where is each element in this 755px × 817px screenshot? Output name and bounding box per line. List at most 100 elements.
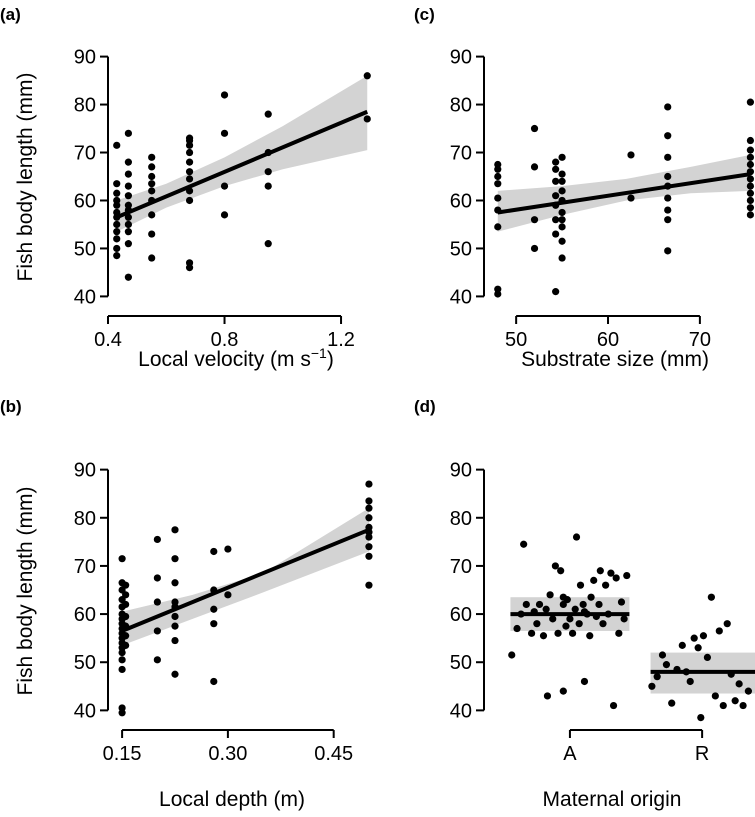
data-point — [612, 574, 620, 582]
data-point — [124, 213, 132, 221]
data-point — [746, 175, 755, 183]
data-point — [508, 651, 516, 659]
data-point — [365, 504, 373, 512]
data-point — [746, 211, 755, 219]
y-tick-label: 40 — [74, 286, 96, 308]
data-point — [185, 158, 194, 166]
data-point — [113, 196, 121, 205]
data-point — [552, 216, 560, 224]
data-point — [746, 204, 755, 212]
data-point — [719, 701, 727, 710]
data-point — [557, 567, 565, 575]
data-point — [113, 244, 121, 253]
data-point — [746, 182, 755, 190]
data-point — [552, 288, 560, 296]
panel-tag: (d) — [414, 397, 436, 416]
data-point — [118, 704, 126, 712]
data-point — [171, 526, 179, 534]
data-point — [153, 656, 161, 664]
data-point — [568, 629, 577, 637]
data-point — [148, 180, 156, 188]
data-point — [365, 581, 373, 589]
x-tick-label: 0.45 — [314, 743, 353, 765]
x-tick-label: A — [563, 743, 577, 765]
data-point — [171, 579, 179, 587]
data-point — [579, 600, 587, 609]
data-point — [122, 591, 130, 599]
data-point — [699, 632, 708, 640]
y-tick-label: 60 — [74, 190, 96, 212]
data-point — [185, 196, 194, 205]
data-point — [627, 151, 635, 159]
data-point — [365, 480, 373, 488]
data-point — [587, 593, 595, 601]
data-point — [653, 673, 661, 681]
y-tick-label: 40 — [450, 700, 472, 722]
confidence-band — [122, 508, 369, 646]
data-point — [124, 192, 132, 200]
data-point — [711, 692, 719, 700]
data-point — [530, 163, 539, 171]
data-point — [148, 211, 156, 219]
data-point — [562, 622, 570, 630]
data-point — [542, 605, 550, 613]
data-point — [513, 624, 521, 633]
data-point — [658, 651, 667, 659]
y-tick-label: 60 — [450, 604, 472, 626]
data-point — [210, 605, 218, 613]
data-point — [153, 535, 161, 544]
data-point — [148, 153, 156, 161]
data-point — [494, 172, 502, 181]
y-tick-label: 80 — [74, 508, 96, 530]
data-point — [615, 629, 623, 637]
data-point — [185, 259, 194, 267]
x-tick-label: 1.2 — [327, 329, 355, 351]
data-point — [122, 600, 130, 609]
data-point — [363, 115, 371, 123]
data-point — [559, 593, 567, 601]
x-tick-label: 60 — [597, 329, 619, 351]
data-point — [148, 187, 156, 195]
data-point — [558, 177, 566, 185]
data-point — [365, 552, 373, 560]
data-point — [620, 615, 628, 623]
data-point — [558, 216, 566, 224]
data-point — [530, 124, 539, 133]
data-point — [185, 148, 194, 157]
data-point — [124, 158, 132, 166]
data-point — [365, 514, 373, 522]
data-point — [148, 163, 156, 171]
x-tick-label: R — [695, 743, 709, 765]
y-tick-label: 80 — [74, 95, 96, 117]
data-point — [153, 627, 161, 635]
data-point — [609, 701, 618, 710]
data-point — [602, 581, 610, 589]
data-point — [662, 661, 671, 669]
data-point — [746, 136, 755, 145]
data-point — [365, 543, 373, 551]
y-tick-label: 50 — [74, 238, 96, 260]
data-point — [264, 182, 272, 190]
data-point — [122, 612, 130, 621]
y-tick-label: 70 — [450, 143, 472, 165]
data-point — [148, 254, 156, 262]
data-point — [596, 567, 604, 575]
data-point — [124, 220, 132, 229]
fit-line — [121, 527, 370, 633]
data-point — [220, 129, 229, 137]
x-axis-title: Local depth (m) — [159, 788, 305, 811]
data-point — [617, 598, 626, 606]
data-point — [210, 547, 218, 556]
data-point — [558, 237, 566, 245]
data-point — [122, 581, 130, 589]
data-point — [664, 153, 672, 161]
y-tick-label: 80 — [450, 508, 472, 530]
x-tick-label: 70 — [689, 329, 711, 351]
data-point — [365, 497, 373, 505]
data-point — [171, 636, 179, 645]
panel-tag: (a) — [0, 5, 21, 24]
data-point — [113, 252, 121, 260]
y-axis-title: Fish body length (mm) — [14, 487, 37, 696]
data-point — [124, 182, 132, 190]
x-axis-title: Substrate size (mm) — [521, 348, 709, 371]
